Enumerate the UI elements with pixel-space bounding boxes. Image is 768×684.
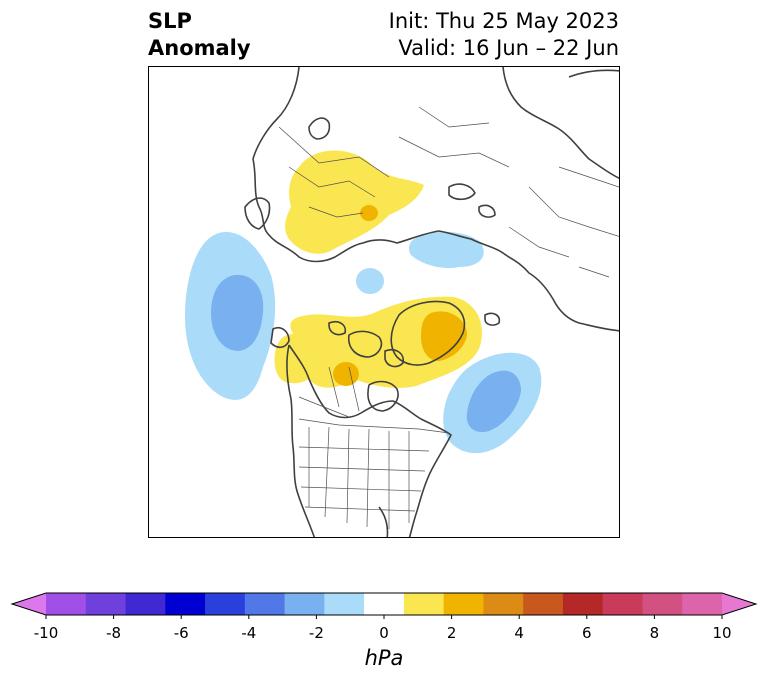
- colorbar-tick-label: 4: [514, 624, 524, 642]
- anomaly-fills: [185, 150, 542, 454]
- colorbar-cell: [403, 593, 445, 615]
- colorbar-cell: [85, 593, 127, 615]
- anomaly-arctic-canada-high-core: [421, 311, 467, 361]
- anomaly-scandinavia-high-core: [360, 205, 378, 221]
- colorbar-tick-label: -8: [106, 624, 122, 642]
- colorbar-tick-label: 8: [649, 624, 660, 642]
- colorbar-cell: [244, 593, 286, 615]
- anomaly-north-atlantic-low-core: [466, 370, 521, 433]
- colorbar-cell: [443, 593, 484, 615]
- colorbar-cell: [364, 593, 405, 615]
- colorbar: [10, 592, 758, 619]
- map-panel: [148, 66, 620, 538]
- colorbar-tick-label: 10: [712, 624, 732, 642]
- colorbar-tick-label: 6: [582, 624, 592, 642]
- colorbar-cell: [165, 593, 206, 615]
- colorbar-tick-label: -4: [241, 624, 257, 642]
- title-variable: SLP: [148, 9, 192, 33]
- colorbar-cell: [46, 593, 87, 615]
- colorbar-cell: [523, 593, 564, 615]
- colorbar-cells: [10, 592, 758, 619]
- colorbar-cell: [324, 593, 365, 615]
- colorbar-tick-label: -10: [33, 624, 59, 642]
- colorbar-cell: [602, 593, 643, 615]
- valid-range: Valid: 16 Jun – 22 Jun: [398, 36, 619, 60]
- colorbar-extend-low: [12, 593, 46, 615]
- colorbar-cell: [205, 593, 246, 615]
- colorbar-tick-label: -6: [173, 624, 189, 642]
- title-right: Init: Thu 25 May 2023 Valid: 16 Jun – 22…: [389, 8, 619, 62]
- anomaly-scandinavia-high: [285, 150, 424, 254]
- colorbar-cell: [125, 593, 166, 615]
- title-variable-type: Anomaly: [148, 36, 251, 60]
- colorbar-units: hPa: [364, 646, 404, 670]
- title-left: SLP Anomaly: [148, 8, 251, 62]
- anomaly-small-arctic-low: [356, 268, 384, 294]
- colorbar-extend-high: [722, 593, 756, 615]
- colorbar-tick-label: 2: [446, 624, 457, 642]
- colorbar-tick-label: -2: [308, 624, 324, 642]
- map-svg: [185, 67, 619, 537]
- colorbar-cell: [284, 593, 325, 615]
- political-borders: [278, 106, 619, 529]
- anomaly-north-pacific-low-core: [211, 274, 264, 351]
- colorbar-cell: [483, 593, 524, 615]
- coastlines: [244, 67, 619, 537]
- anomaly-siberia-low: [408, 231, 484, 269]
- colorbar-cell: [682, 593, 723, 615]
- colorbar-cell: [642, 593, 683, 615]
- colorbar-cell: [562, 593, 604, 615]
- anomaly-western-canada-core: [333, 362, 359, 386]
- init-date: Init: Thu 25 May 2023: [388, 9, 619, 33]
- colorbar-tick-label: 0: [379, 624, 389, 642]
